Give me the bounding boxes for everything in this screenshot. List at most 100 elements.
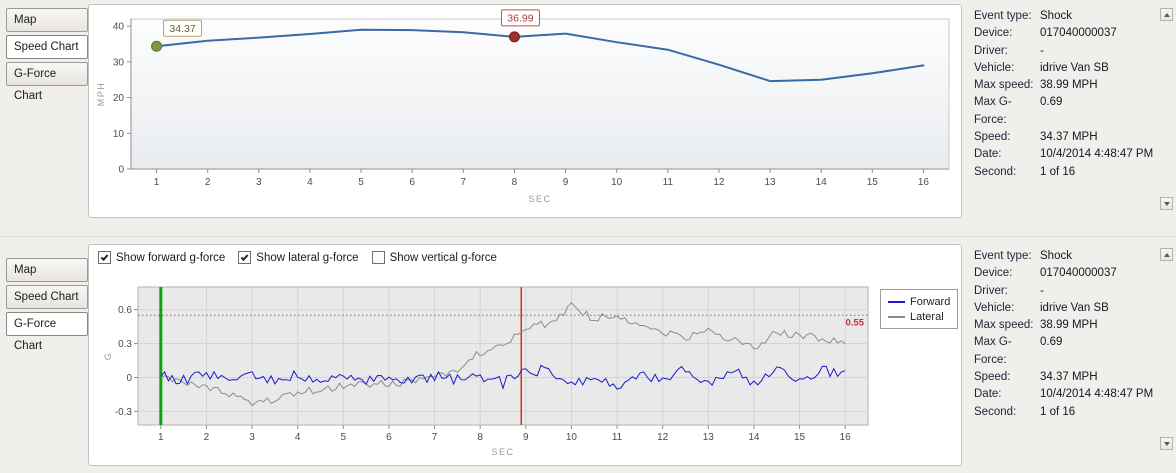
svg-text:4: 4 bbox=[307, 177, 313, 188]
svg-text:11: 11 bbox=[663, 177, 674, 188]
svg-text:1: 1 bbox=[158, 432, 164, 443]
y-axis-label: MPH bbox=[96, 82, 106, 107]
svg-text:0: 0 bbox=[118, 165, 124, 176]
detail-value: 0.69 bbox=[1040, 96, 1063, 109]
detail-value: 017040000037 bbox=[1040, 27, 1117, 40]
tab-g-force-chart[interactable]: G-Force Chart bbox=[6, 62, 88, 102]
checkbox-icon[interactable] bbox=[371, 251, 385, 264]
detail-label: Max G-Force: bbox=[974, 96, 1012, 126]
svg-text:14: 14 bbox=[748, 432, 760, 443]
detail-row: Date: 10/4/2014 4:48:47 PM bbox=[974, 146, 1156, 163]
scroll-up-button[interactable] bbox=[1160, 248, 1173, 261]
y-axis-label: G bbox=[103, 352, 113, 361]
svg-text:8: 8 bbox=[512, 177, 518, 188]
detail-row: Driver: - bbox=[974, 283, 1156, 300]
chart-legend: Forward Lateral bbox=[880, 289, 959, 329]
detail-value: 1 of 16 bbox=[1040, 165, 1076, 178]
detail-row: Vehicle: idrive Van SB bbox=[974, 300, 1156, 317]
detail-label: Driver: bbox=[974, 284, 1008, 297]
tabstrip-bottom: Map Speed Chart G-Force Chart bbox=[6, 258, 88, 352]
svg-text:6: 6 bbox=[386, 432, 392, 443]
tab-speed-chart[interactable]: Speed Chart bbox=[6, 35, 88, 59]
toggle-show-forward-g-force[interactable]: Show forward g-force bbox=[98, 251, 225, 264]
detail-label: Device: bbox=[974, 267, 1013, 280]
tab-map[interactable]: Map bbox=[6, 8, 88, 32]
gforce-toggles: Show forward g-force Show lateral g-force… bbox=[98, 251, 497, 264]
marker-dot bbox=[151, 40, 163, 52]
detail-value: 10/4/2014 4:48:47 PM bbox=[1040, 148, 1154, 161]
speed-chartbox: 0 10 20 30 40 1 2 3 4 5 6 7 8 9 10 11 12 13 14 15 16 MPH SEC 34… bbox=[88, 4, 962, 218]
svg-text:9: 9 bbox=[523, 432, 529, 443]
gforce-chart[interactable]: 0.55-0.300.30.61 2 3 4 5 6 7 8 9 10 11 12 13 14 15 16GS… bbox=[93, 273, 875, 465]
legend-item-lateral: Lateral bbox=[888, 309, 950, 324]
legend-item-forward: Forward bbox=[888, 294, 950, 309]
toggle-show-vertical-g-force[interactable]: Show vertical g-force bbox=[371, 251, 497, 264]
checkmark-icon bbox=[240, 252, 249, 261]
svg-text:15: 15 bbox=[867, 177, 879, 188]
up-arrow-icon bbox=[1163, 12, 1170, 17]
svg-text:5: 5 bbox=[358, 177, 364, 188]
scroll-track[interactable] bbox=[1160, 21, 1173, 197]
svg-text:0.6: 0.6 bbox=[118, 305, 132, 316]
scroll-up-button[interactable] bbox=[1160, 8, 1173, 21]
detail-label: Date: bbox=[974, 388, 1002, 401]
legend-label: Forward bbox=[910, 295, 951, 308]
threshold-label: 0.55 bbox=[846, 317, 865, 328]
detail-label: Max speed: bbox=[974, 319, 1034, 332]
detail-row: Date: 10/4/2014 4:48:47 PM bbox=[974, 386, 1156, 403]
detail-label: Event type: bbox=[974, 250, 1032, 262]
event-details-bottom: Event type: Shock Device: 017040000037 Drive… bbox=[974, 248, 1156, 421]
tab-speed-chart[interactable]: Speed Chart bbox=[6, 285, 88, 309]
plot-area bbox=[137, 286, 869, 426]
detail-label: Speed: bbox=[974, 371, 1011, 384]
detail-label: Driver: bbox=[974, 44, 1008, 57]
svg-text:40: 40 bbox=[113, 22, 125, 33]
svg-text:16: 16 bbox=[840, 432, 852, 443]
detail-row: Second: 1 of 16 bbox=[974, 164, 1156, 181]
scroll-track[interactable] bbox=[1160, 261, 1173, 437]
detail-row: Vehicle: idrive Van SB bbox=[974, 60, 1156, 77]
tab-map[interactable]: Map bbox=[6, 258, 88, 282]
checkbox-icon[interactable] bbox=[238, 251, 252, 264]
speed-line bbox=[155, 28, 925, 83]
detail-label: Event type: bbox=[974, 10, 1032, 22]
svg-text:30: 30 bbox=[113, 57, 125, 68]
svg-text:2: 2 bbox=[205, 177, 211, 188]
detail-row: Event type: Shock bbox=[974, 8, 1156, 25]
detail-value: Shock bbox=[1040, 10, 1072, 22]
gforce-panel: Map Speed Chart G-Force Chart Show forward… bbox=[0, 240, 1176, 473]
x-axis-label: SEC bbox=[528, 194, 551, 204]
checkbox-label: Show forward g-force bbox=[116, 251, 226, 264]
marker-tooltip bbox=[163, 19, 203, 37]
detail-label: Max speed: bbox=[974, 79, 1034, 92]
detail-value: 0.69 bbox=[1040, 336, 1063, 349]
detail-value: idrive Van SB bbox=[1040, 61, 1109, 74]
detail-label: Date: bbox=[974, 148, 1002, 161]
scroll-down-button[interactable] bbox=[1160, 437, 1173, 450]
detail-row: Device: 017040000037 bbox=[974, 265, 1156, 282]
event-details-top: Event type: Shock Device: 017040000037 Drive… bbox=[974, 8, 1156, 181]
detail-value: 017040000037 bbox=[1040, 267, 1117, 280]
svg-text:20: 20 bbox=[113, 93, 125, 104]
details-scrollbar-bottom[interactable] bbox=[1160, 248, 1173, 450]
tab-g-force-chart[interactable]: G-Force Chart bbox=[6, 312, 88, 352]
marker-dot bbox=[508, 31, 520, 43]
x-axis-label: SEC bbox=[491, 447, 514, 457]
gforce-chartbox: Show forward g-force Show lateral g-force… bbox=[88, 244, 962, 466]
svg-text:6: 6 bbox=[409, 177, 415, 188]
details-scrollbar-top[interactable] bbox=[1160, 8, 1173, 210]
svg-text:7: 7 bbox=[432, 432, 438, 443]
checkbox-icon[interactable] bbox=[98, 251, 111, 264]
toggle-show-lateral-g-force[interactable]: Show lateral g-force bbox=[238, 251, 359, 264]
svg-text:10: 10 bbox=[611, 177, 623, 188]
plot-area bbox=[130, 18, 950, 170]
legend-label: Lateral bbox=[910, 310, 944, 323]
detail-value: 10/4/2014 4:48:47 PM bbox=[1040, 388, 1154, 401]
checkmark-icon bbox=[100, 252, 108, 261]
checkbox-label: Show vertical g-force bbox=[389, 251, 497, 264]
legend-line-icon bbox=[888, 300, 905, 303]
detail-row: Max speed: 38.99 MPH bbox=[974, 77, 1156, 94]
scroll-down-button[interactable] bbox=[1160, 197, 1173, 210]
svg-text:0.3: 0.3 bbox=[118, 339, 132, 350]
